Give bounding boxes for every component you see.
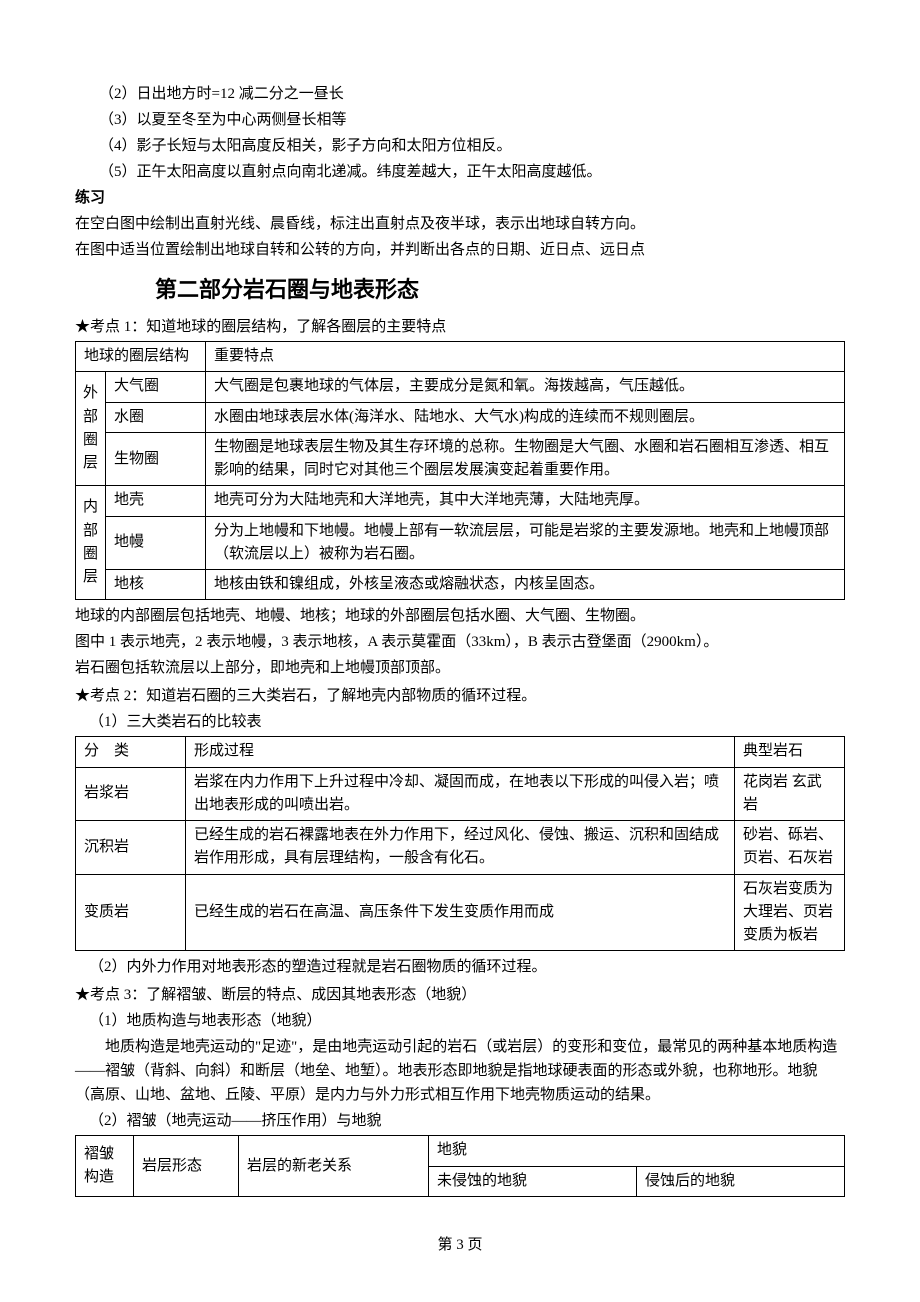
t1-hydro-desc: 水圈由地球表层水体(海洋水、陆地水、大气水)构成的连续而不规则圈层。 — [206, 402, 845, 432]
t2-r2-proc: 已经生成的岩石裸露地表在外力作用下，经过风化、侵蚀、搬运、沉积和固结成岩作用形成… — [186, 821, 735, 875]
fold-table: 褶皱构造 岩层形态 岩层的新老关系 地貌 未侵蚀的地貌 侵蚀后的地貌 — [75, 1135, 845, 1197]
t3-h-b: 岩层形态 — [134, 1136, 239, 1197]
t2-r1-cat: 岩浆岩 — [76, 767, 186, 821]
t2-r3-cat: 变质岩 — [76, 874, 186, 951]
kp1-after-3: 岩石圈包括软流层以上部分，即地壳和上地幔顶部顶部。 — [75, 656, 845, 680]
t3-h-d: 地貌 — [429, 1136, 845, 1166]
t1-core-desc: 地核由铁和镍组成，外核呈液态或熔融状态，内核呈固态。 — [206, 570, 845, 600]
point-4: （4）影子长短与太阳高度反相关，影子方向和太阳方位相反。 — [75, 134, 845, 158]
t1-hydro-name: 水圈 — [106, 402, 206, 432]
t2-h2: 形成过程 — [186, 737, 735, 767]
kp2-sub2: （2）内外力作用对地表形态的塑造过程就是岩石圈物质的循环过程。 — [89, 955, 845, 979]
t1-atmo-desc: 大气圈是包裹地球的气体层，主要成分是氮和氧。海拨越高，气压越低。 — [206, 372, 845, 402]
t2-r3-ex: 石灰岩变质为大理岩、页岩变质为板岩 — [735, 874, 845, 951]
kp1-after-1: 地球的内部圈层包括地壳、地幔、地核；地球的外部圈层包括水圈、大气圈、生物圈。 — [75, 604, 845, 628]
t3-h-d1: 未侵蚀的地貌 — [429, 1166, 637, 1196]
t3-h-d2: 侵蚀后的地貌 — [637, 1166, 845, 1196]
kp1-title: ★考点 1：知道地球的圈层结构，了解各圈层的主要特点 — [75, 315, 845, 339]
t3-h-c: 岩层的新老关系 — [239, 1136, 429, 1197]
sphere-structure-table: 地球的圈层结构 重要特点 外部圈层 大气圈 大气圈是包裹地球的气体层，主要成分是… — [75, 341, 845, 600]
kp2-title: ★考点 2：知道岩石圈的三大类岩石，了解地壳内部物质的循环过程。 — [75, 684, 845, 708]
t2-h1: 分 类 — [76, 737, 186, 767]
t1-outer-label: 外部圈层 — [76, 372, 106, 486]
t1-crust-desc: 地壳可分为大陆地壳和大洋地壳，其中大洋地壳薄，大陆地壳厚。 — [206, 486, 845, 516]
section-2-title: 第二部分岩石圈与地表形态 — [75, 272, 845, 307]
point-3: （3）以夏至冬至为中心两侧昼长相等 — [75, 108, 845, 132]
t1-crust-name: 地壳 — [106, 486, 206, 516]
page-number: 第 3 页 — [75, 1233, 845, 1257]
t1-header-feature: 重要特点 — [206, 342, 845, 372]
t1-inner-label: 内部圈层 — [76, 486, 106, 600]
t1-bio-name: 生物圈 — [106, 432, 206, 486]
t2-r3-proc: 已经生成的岩石在高温、高压条件下发生变质作用而成 — [186, 874, 735, 951]
kp3-sub2: （2）褶皱（地壳运动——挤压作用）与地貌 — [89, 1109, 845, 1133]
t1-mantle-name: 地幔 — [106, 516, 206, 570]
t2-r1-ex: 花岗岩 玄武岩 — [735, 767, 845, 821]
t3-h-a: 褶皱构造 — [76, 1136, 134, 1197]
kp1-after-2: 图中 1 表示地壳，2 表示地幔，3 表示地核，A 表示莫霍面（33km），B … — [75, 630, 845, 654]
kp3-sub1: （1）地质构造与地表形态（地貌） — [89, 1009, 845, 1033]
kp2-sub1: （1）三大类岩石的比较表 — [89, 710, 845, 734]
t2-r2-ex: 砂岩、砾岩、页岩、石灰岩 — [735, 821, 845, 875]
rock-types-table: 分 类 形成过程 典型岩石 岩浆岩 岩浆在内力作用下上升过程中冷却、凝固而成，在… — [75, 736, 845, 951]
t1-bio-desc: 生物圈是地球表层生物及其生存环境的总称。生物圈是大气圈、水圈和岩石圈相互渗透、相… — [206, 432, 845, 486]
point-2: （2）日出地方时=12 减二分之一昼长 — [75, 82, 845, 106]
practice-line-2: 在图中适当位置绘制出地球自转和公转的方向，并判断出各点的日期、近日点、远日点 — [75, 238, 845, 262]
t1-core-name: 地核 — [106, 570, 206, 600]
t1-header-structure: 地球的圈层结构 — [76, 342, 206, 372]
practice-heading: 练习 — [75, 186, 845, 210]
t1-mantle-desc: 分为上地幔和下地幔。地幔上部有一软流层层，可能是岩浆的主要发源地。地壳和上地幔顶… — [206, 516, 845, 570]
practice-line-1: 在空白图中绘制出直射光线、晨昏线，标注出直射点及夜半球，表示出地球自转方向。 — [75, 212, 845, 236]
t1-atmo-name: 大气圈 — [106, 372, 206, 402]
point-5: （5）正午太阳高度以直射点向南北递减。纬度差越大，正午太阳高度越低。 — [75, 160, 845, 184]
kp3-body: 地质构造是地壳运动的"足迹"，是由地壳运动引起的岩石（或岩层）的变形和变位，最常… — [75, 1035, 845, 1107]
t2-r2-cat: 沉积岩 — [76, 821, 186, 875]
kp3-title: ★考点 3：了解褶皱、断层的特点、成因其地表形态（地貌） — [75, 983, 845, 1007]
t2-h3: 典型岩石 — [735, 737, 845, 767]
t2-r1-proc: 岩浆在内力作用下上升过程中冷却、凝固而成，在地表以下形成的叫侵入岩；喷出地表形成… — [186, 767, 735, 821]
